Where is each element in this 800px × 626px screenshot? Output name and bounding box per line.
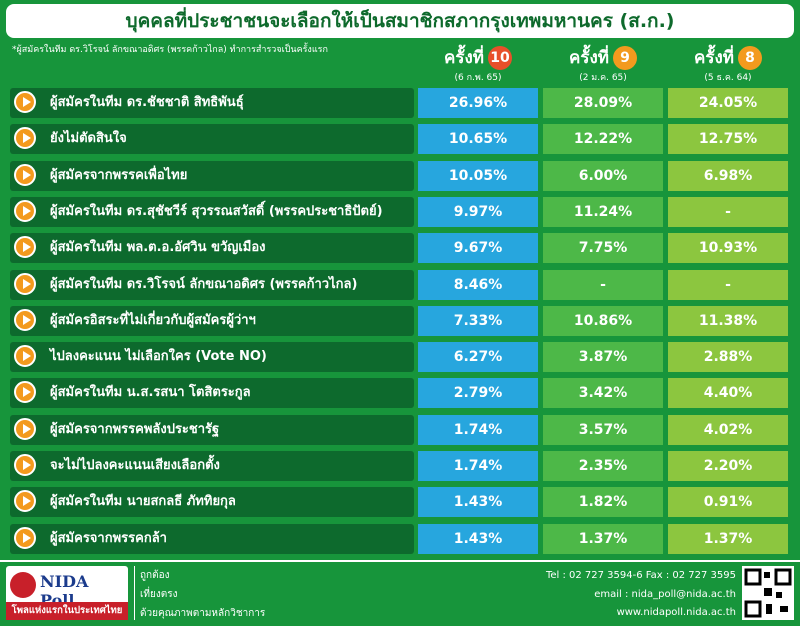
play-icon: [14, 127, 36, 150]
value-cell: 12.75%: [668, 124, 788, 155]
row-label: ผู้สมัครจากพรรคกล้า: [10, 523, 414, 554]
row-label: ผู้สมัครในทีม พล.ต.อ.อัศวิน ขวัญเมือง: [10, 233, 414, 264]
value-cell: 1.82%: [543, 487, 663, 518]
value-cell: 0.91%: [668, 487, 788, 518]
value-cell: 3.87%: [543, 342, 663, 373]
column-number: 9: [613, 46, 637, 70]
row-label: ไปลงคะแนน ไม่เลือกใคร (Vote NO): [10, 342, 414, 373]
column-date: (5 ธ.ค. 64): [704, 73, 752, 83]
motto: เที่ยงตรง: [140, 589, 178, 600]
motto: ด้วยคุณภาพตามหลักวิชาการ: [140, 608, 266, 619]
value-cell: 1.43%: [418, 523, 538, 554]
row-label: ผู้สมัครในทีม ดร.วิโรจน์ ลักขณาอดิศร (พร…: [10, 269, 414, 300]
value-cell: 26.96%: [418, 88, 538, 118]
play-icon: [14, 236, 36, 259]
value-cell: 1.74%: [418, 451, 538, 481]
column-header: ครั้งที่ 8: [666, 44, 790, 71]
play-icon: [14, 490, 36, 513]
value-cell: -: [668, 196, 788, 227]
column-label: ครั้งที่: [443, 48, 484, 68]
play-icon: [14, 454, 36, 476]
logo-icon: [10, 572, 36, 598]
column-number: 8: [738, 46, 762, 70]
value-cell: 1.74%: [418, 414, 538, 445]
value-cell: 28.09%: [543, 88, 663, 118]
divider: [0, 560, 800, 562]
value-cell: 4.02%: [668, 414, 788, 445]
value-cell: 11.38%: [668, 305, 788, 336]
contact: email : nida_poll@nida.ac.th: [594, 589, 736, 600]
qr-code: [742, 566, 794, 620]
value-cell: 3.42%: [543, 378, 663, 409]
row-label: จะไม่ไปลงคะแนนเสียงเลือกตั้ง: [10, 451, 414, 481]
row-label: ผู้สมัครจากพรรคพลังประชารัฐ: [10, 414, 414, 445]
contact: Tel : 02 727 3594-6 Fax : 02 727 3595: [545, 570, 736, 581]
value-cell: -: [543, 269, 663, 300]
contact: www.nidapoll.nida.ac.th: [616, 607, 736, 618]
play-icon: [14, 272, 36, 295]
column-date: (6 ก.พ. 65): [454, 73, 502, 83]
value-cell: 10.93%: [668, 233, 788, 264]
play-icon: [14, 163, 36, 186]
value-cell: 3.57%: [543, 414, 663, 445]
play-icon: [14, 417, 36, 440]
value-cell: 11.24%: [543, 196, 663, 227]
title: บุคคลที่ประชาชนจะเลือกให้เป็นสมาชิกสภากร…: [6, 4, 794, 38]
value-cell: 2.35%: [543, 451, 663, 481]
value-cell: 7.75%: [543, 233, 663, 264]
row-label: ยังไม่ตัดสินใจ: [10, 124, 414, 155]
value-cell: 4.40%: [668, 378, 788, 409]
play-icon: [14, 381, 36, 404]
row-label: ผู้สมัครจากพรรคเพื่อไทย: [10, 160, 414, 191]
row-label: ผู้สมัครอิสระที่ไม่เกี่ยวกับผู้สมัครผู้ว…: [10, 305, 414, 336]
value-cell: 10.05%: [418, 160, 538, 191]
column-date: (2 ม.ค. 65): [579, 73, 627, 83]
row-label: ผู้สมัครในทีม ดร.ชัชชาติ สิทธิพันธุ์: [10, 88, 414, 118]
value-cell: 6.98%: [668, 160, 788, 191]
column-header: ครั้งที่ 10: [416, 44, 540, 71]
value-cell: 1.43%: [418, 487, 538, 518]
value-cell: 1.37%: [543, 523, 663, 554]
logo-box: NIDA Poll โพลแห่งแรกในประเทศไทย: [6, 566, 128, 620]
play-icon: [14, 199, 36, 222]
value-cell: 10.65%: [418, 124, 538, 155]
value-cell: 9.67%: [418, 233, 538, 264]
motto: ถูกต้อง: [140, 570, 170, 581]
value-cell: 2.20%: [668, 451, 788, 481]
value-cell: -: [668, 269, 788, 300]
value-cell: 9.97%: [418, 196, 538, 227]
column-header: ครั้งที่ 9: [541, 44, 665, 71]
play-icon: [14, 91, 36, 113]
row-label: ผู้สมัครในทีม ดร.สุชัชวีร์ สุวรรณสวัสดิ์…: [10, 196, 414, 227]
play-icon: [14, 345, 36, 368]
value-cell: 7.33%: [418, 305, 538, 336]
play-icon: [14, 526, 36, 549]
column-label: ครั้งที่: [693, 48, 734, 68]
value-cell: 12.22%: [543, 124, 663, 155]
play-icon: [14, 308, 36, 331]
note: *ผู้สมัครในทีม ดร.วิโรจน์ ลักขณาอดิศร (พ…: [12, 45, 328, 55]
column-number: 10: [488, 46, 512, 70]
value-cell: 6.00%: [543, 160, 663, 191]
value-cell: 10.86%: [543, 305, 663, 336]
value-cell: 2.88%: [668, 342, 788, 373]
row-label: ผู้สมัครในทีม น.ส.รสนา โตสิตระกูล: [10, 378, 414, 409]
column-label: ครั้งที่: [568, 48, 609, 68]
row-label: ผู้สมัครในทีม นายสกลธี ภัททิยกุล: [10, 487, 414, 518]
value-cell: 1.37%: [668, 523, 788, 554]
value-cell: 24.05%: [668, 88, 788, 118]
value-cell: 6.27%: [418, 342, 538, 373]
value-cell: 8.46%: [418, 269, 538, 300]
slogan: โพลแห่งแรกในประเทศไทย: [6, 602, 128, 620]
value-cell: 2.79%: [418, 378, 538, 409]
separator: [134, 566, 135, 620]
